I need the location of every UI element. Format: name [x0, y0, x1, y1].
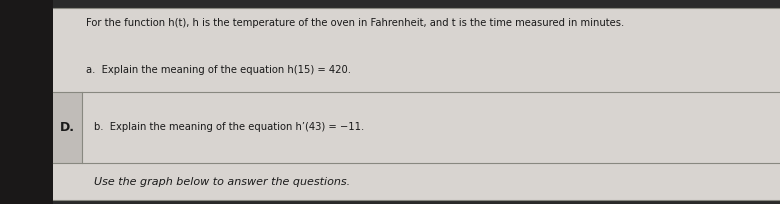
Bar	[53, 8, 780, 92]
Text: a.  Explain the meaning of the equation h(15) = 420.: a. Explain the meaning of the equation h…	[86, 65, 351, 75]
Bar	[53, 92, 82, 163]
Bar	[0, 0, 53, 204]
Bar	[82, 92, 780, 163]
Text: b.  Explain the meaning of the equation h’(43) = −11.: b. Explain the meaning of the equation h…	[94, 122, 363, 133]
Text: D.: D.	[60, 121, 75, 134]
Text: Use the graph below to answer the questions.: Use the graph below to answer the questi…	[94, 176, 349, 187]
Bar	[53, 163, 780, 200]
Text: For the function h(t), h is the temperature of the oven in Fahrenheit, and t is : For the function h(t), h is the temperat…	[86, 18, 624, 29]
